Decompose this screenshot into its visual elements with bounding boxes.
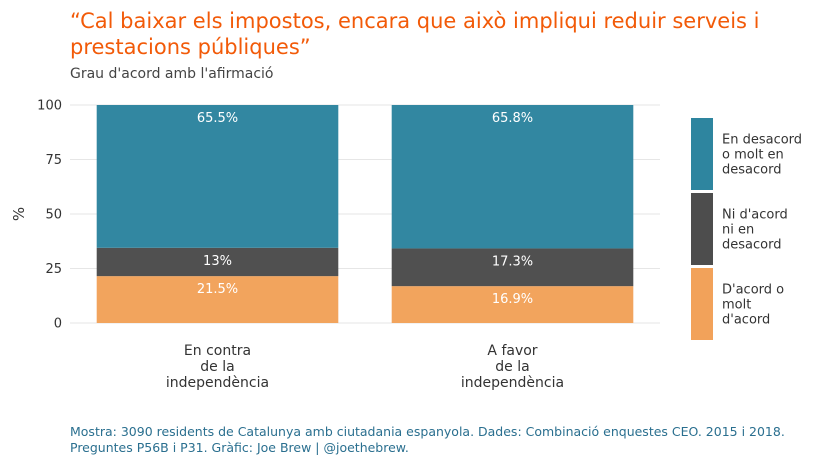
legend-label: D'acord o [722, 283, 784, 298]
legend-label: ni en [722, 223, 754, 238]
legend-key [691, 118, 713, 190]
y-tick-label: 50 [45, 208, 62, 223]
data-label: 65.5% [197, 111, 238, 126]
y-axis-label: % [10, 207, 28, 221]
x-tick-label: independència [166, 375, 269, 391]
y-tick-label: 100 [37, 99, 62, 114]
legend-label: molt [722, 298, 751, 313]
bar-segment [96, 247, 339, 277]
legend-label: En desacord [722, 133, 802, 148]
x-tick-label: de la [200, 359, 234, 375]
legend-key [691, 193, 713, 265]
y-tick-label: 75 [45, 153, 62, 168]
bar-segment [391, 286, 634, 323]
y-tick-label: 0 [54, 317, 62, 332]
chart-subtitle: Grau d'acord amb l'afirmació [70, 66, 274, 82]
bar-segment [96, 276, 339, 323]
legend-label: desacord [722, 238, 781, 253]
x-tick-label: En contra [184, 343, 251, 359]
bar-segment [391, 105, 634, 249]
data-label: 65.8% [492, 111, 533, 126]
legend-label: d'acord [722, 313, 770, 328]
x-tick-label: independència [461, 375, 564, 391]
x-tick-label: A favor [487, 343, 537, 359]
data-label: 16.9% [492, 292, 533, 307]
data-label: 13% [203, 254, 232, 269]
legend-label: Ni d'acord [722, 208, 788, 223]
bar-segment [391, 248, 634, 287]
bar-segment [96, 105, 339, 248]
data-label: 17.3% [492, 254, 533, 269]
y-tick-label: 25 [45, 262, 62, 277]
chart-title: “Cal baixar els impostos, encara que aix… [70, 9, 760, 59]
data-label: 21.5% [197, 282, 238, 297]
legend-key [691, 268, 713, 340]
legend-label: o molt en [722, 148, 784, 163]
x-tick-label: de la [495, 359, 529, 375]
legend-label: desacord [722, 163, 781, 178]
chart-caption: Mostra: 3090 residents de Catalunya amb … [70, 424, 785, 455]
